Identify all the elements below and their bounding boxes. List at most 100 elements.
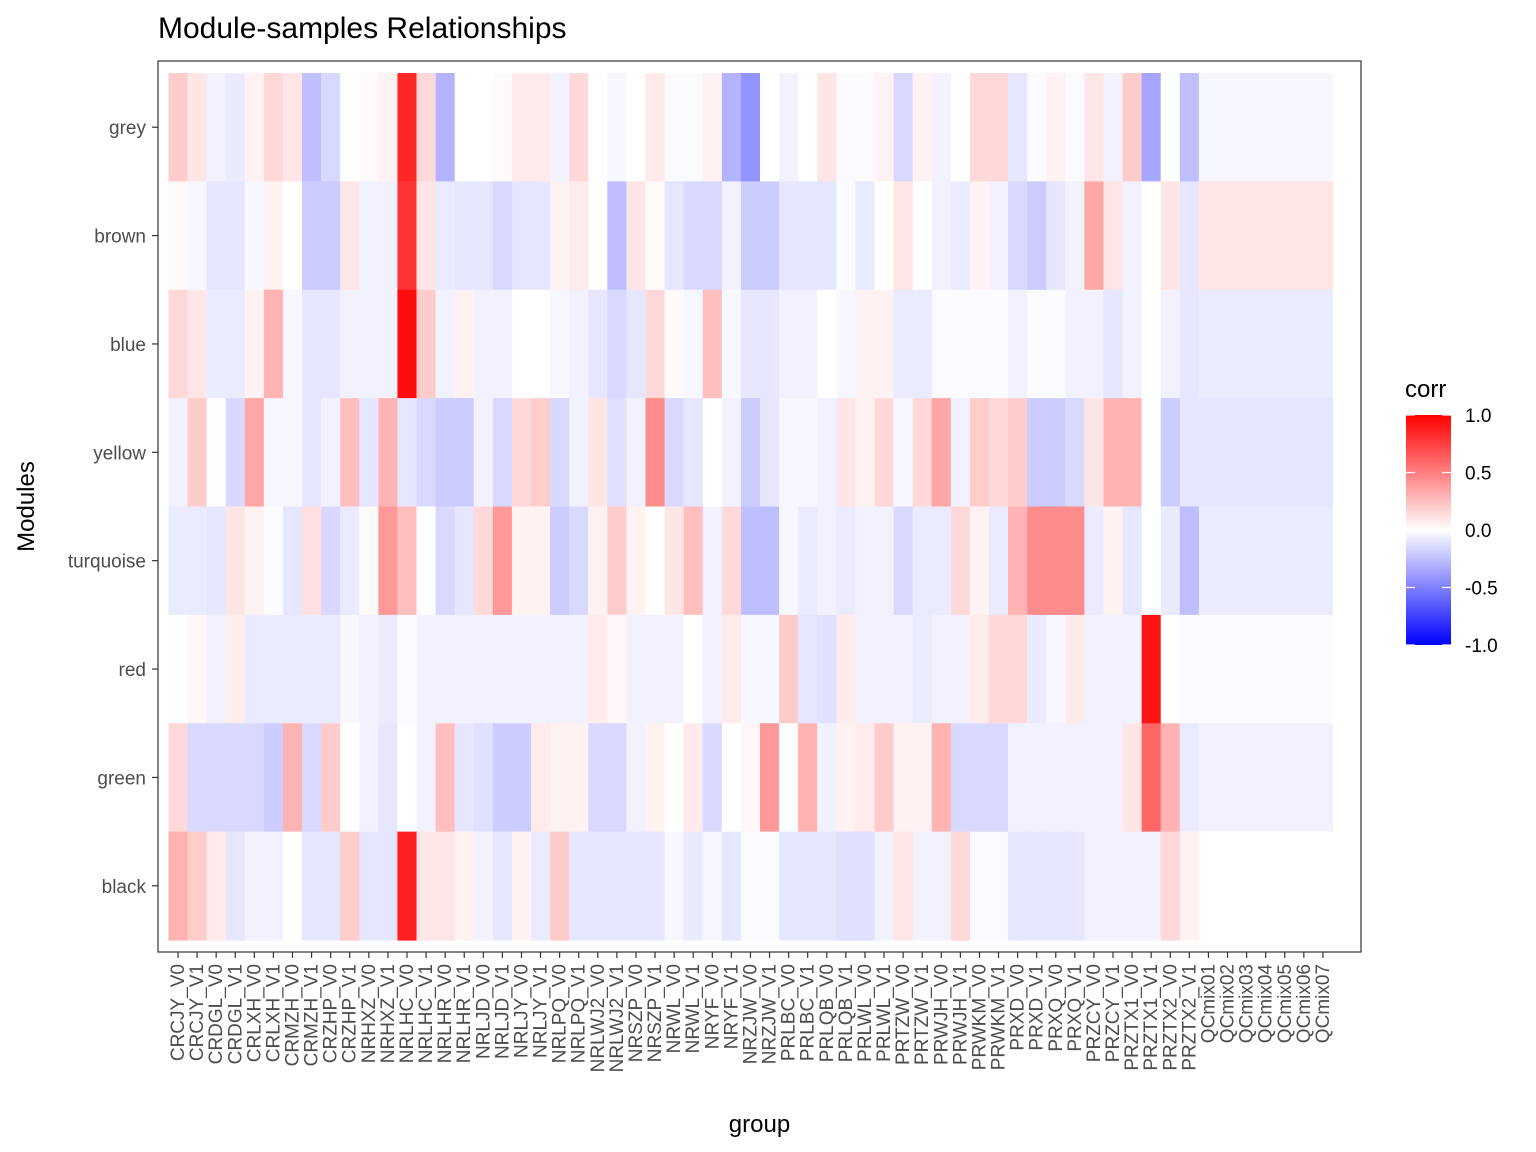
heatmap-cell-brown-NRLJD_V1	[492, 181, 513, 291]
heatmap-cell-black-QCmix06	[1294, 831, 1314, 941]
heatmap-cell-turquoise-PRTZW_V1	[912, 506, 933, 616]
heatmap-cell-yellow-CRLXH_V0	[244, 398, 265, 508]
heatmap-cell-turquoise-QCmix06	[1294, 506, 1314, 616]
heatmap-cell-black-PRXD_V1	[1027, 831, 1047, 941]
heatmap-cell-yellow-PRTZW_V1	[912, 398, 933, 508]
heatmap-cell-grey-NRYF_V0	[702, 73, 723, 182]
heatmap-cell-green-PRZTX1_V1	[1141, 723, 1162, 833]
heatmap-cell-red-PRXQ_V1	[1065, 614, 1085, 724]
x-tick-label-NRLJD_V1: NRLJD_V1	[492, 964, 513, 1059]
heatmap-cell-green-CRCJY_V0	[168, 723, 189, 833]
heatmap-cell-yellow-PRWJH_V1	[950, 398, 971, 508]
heatmap-cell-turquoise-NRSZP_V0	[626, 506, 647, 616]
heatmap-cell-yellow-QCmix07	[1313, 398, 1334, 508]
heatmap-cell-blue-PRTZW_V0	[893, 289, 914, 399]
heatmap-cell-yellow-PRXQ_V1	[1065, 398, 1085, 508]
heatmap-cell-green-NRHXZ_V0	[359, 723, 379, 833]
heatmap-cell-yellow-PRLQB_V1	[836, 398, 857, 508]
heatmap-cell-red-PRLQB_V0	[817, 614, 837, 724]
heatmap-cell-green-PRWJH_V0	[931, 723, 952, 833]
x-tick-label-PRLBC_V1: PRLBC_V1	[798, 964, 819, 1061]
heatmap-cell-black-QCmix04	[1256, 831, 1276, 941]
heatmap-cell-yellow-NRYF_V0	[702, 398, 723, 508]
heatmap-cell-grey-NRLJD_V1	[492, 73, 513, 182]
heatmap-cell-black-QCmix03	[1237, 831, 1257, 941]
x-tick-label-NRLJD_V0: NRLJD_V0	[473, 964, 494, 1059]
heatmap-cell-red-PRTZW_V1	[912, 614, 933, 724]
heatmap-cell-blue-NRLJD_V0	[473, 289, 494, 399]
legend-tick-label: -1.0	[1465, 636, 1498, 657]
heatmap-cell-black-CRZHP_V0	[321, 831, 341, 941]
heatmap-cell-green-NRWL_V0	[664, 723, 685, 833]
heatmap-cell-turquoise-NRLJD_V0	[473, 506, 494, 616]
heatmap-cell-black-PRLQB_V1	[836, 831, 857, 941]
x-tick-label-PRZTX2_V1: PRZTX2_V1	[1179, 964, 1200, 1071]
y-axis: grey brown blue yellow turquoise red green blac…	[68, 118, 158, 898]
heatmap-cell-grey-PRZCY_V1	[1103, 73, 1124, 182]
heatmap-cell-turquoise-PRLQB_V0	[817, 506, 837, 616]
heatmap-cell-brown-PRWJH_V0	[931, 181, 952, 291]
heatmap-cell-turquoise-NRLHC_V0	[397, 506, 418, 616]
x-tick-label-CRCJY_V0: CRCJY_V0	[168, 964, 189, 1061]
x-tick-label-QCmix06: QCmix06	[1294, 964, 1315, 1043]
heatmap-cell-turquoise-PRXQ_V1	[1065, 506, 1085, 616]
heatmap-cell-turquoise-NRYF_V0	[702, 506, 723, 616]
heatmap-cell-yellow-PRZCY_V1	[1103, 398, 1124, 508]
heatmap-cell-yellow-NRLHR_V1	[454, 398, 475, 508]
heatmap-cell-blue-QCmix01	[1198, 289, 1219, 399]
heatmap-cell-green-PRXQ_V0	[1046, 723, 1066, 833]
heatmap-cell-red-CRDGL_V0	[206, 614, 227, 724]
heatmap-cell-turquoise-PRZTX1_V1	[1141, 506, 1162, 616]
heatmap-cell-brown-CRDGL_V0	[206, 181, 227, 291]
heatmap-cell-turquoise-NRWL_V1	[683, 506, 704, 616]
heatmap-cell-red-PRLBC_V1	[798, 614, 818, 724]
heatmap-cell-green-QCmix03	[1237, 723, 1257, 833]
heatmap-cell-yellow-CRZHP_V1	[340, 398, 360, 508]
heatmap-cell-grey-QCmix03	[1237, 73, 1257, 182]
heatmap-cell-turquoise-QCmix05	[1275, 506, 1295, 616]
heatmap-cell-blue-NRLJY_V1	[531, 289, 551, 399]
heatmap-cell-brown-PRLWL_V1	[874, 181, 895, 291]
x-tick-label-PRZTX2_V0: PRZTX2_V0	[1160, 964, 1181, 1071]
heatmap-cell-turquoise-NRLJY_V1	[531, 506, 551, 616]
heatmap-cell-red-PRZTX2_V0	[1160, 614, 1181, 724]
heatmap-cell-blue-PRLWL_V0	[855, 289, 876, 399]
heatmap-cell-green-PRLWL_V0	[855, 723, 876, 833]
heatmap-cell-black-NRLHC_V0	[397, 831, 418, 941]
heatmap-cell-red-QCmix02	[1217, 614, 1238, 724]
heatmap-cell-grey-QCmix01	[1198, 73, 1219, 182]
heatmap-cell-brown-PRZCY_V0	[1084, 181, 1105, 291]
x-tick-label-PRLWL_V0: PRLWL_V0	[855, 964, 876, 1062]
heatmap-cell-black-NRLHC_V1	[416, 831, 437, 941]
heatmap-cell-yellow-PRLBC_V0	[779, 398, 799, 508]
heatmap-cell-yellow-CRDGL_V1	[225, 398, 246, 508]
heatmap-cell-blue-NRLHR_V1	[454, 289, 475, 399]
heatmap-cell-blue-QCmix05	[1275, 289, 1295, 399]
chart-title: Module-samples Relationships	[158, 12, 567, 45]
heatmap-cell-yellow-PRXD_V0	[1008, 398, 1028, 508]
x-tick-label-PRLWL_V1: PRLWL_V1	[874, 964, 895, 1062]
heatmap-cell-brown-NRZJW_V0	[740, 181, 761, 291]
heatmap-cell-green-PRXQ_V1	[1065, 723, 1085, 833]
heatmap-cell-green-CRDGL_V1	[225, 723, 246, 833]
heatmap-cell-yellow-CRCJY_V0	[168, 398, 189, 508]
heatmap-cell-grey-NRYF_V1	[721, 73, 742, 182]
heatmap-cell-red-NRLPQ_V0	[550, 614, 570, 724]
heatmap-cell-grey-NRWL_V0	[664, 73, 685, 182]
heatmap-cell-red-NRLHR_V0	[435, 614, 456, 724]
heatmap-cell-yellow-PRXQ_V0	[1046, 398, 1066, 508]
y-tick-label-black: black	[102, 877, 147, 898]
heatmap-cell-brown-NRLHR_V1	[454, 181, 475, 291]
heatmap-cell-turquoise-PRZTX1_V0	[1122, 506, 1143, 616]
heatmap-cell-grey-PRTZW_V1	[912, 73, 933, 182]
heatmap-cell-grey-CRMZH_V0	[282, 73, 303, 182]
heatmap-cell-brown-PRLQB_V0	[817, 181, 837, 291]
heatmap-cell-black-CRLXH_V0	[244, 831, 265, 941]
heatmap-cell-grey-CRMZH_V1	[302, 73, 322, 182]
heatmap-cell-turquoise-PRWJH_V0	[931, 506, 952, 616]
heatmap-cell-turquoise-NRWL_V0	[664, 506, 685, 616]
heatmap-cell-turquoise-CRZHP_V0	[321, 506, 341, 616]
y-tick-label-red: red	[119, 660, 146, 681]
